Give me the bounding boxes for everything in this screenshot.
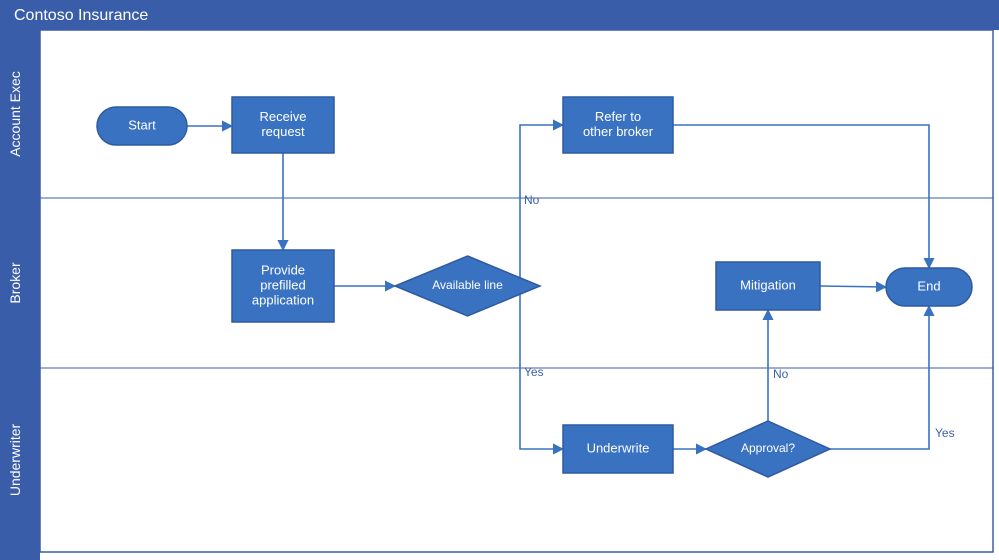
provide-text-0: Provide xyxy=(261,262,305,277)
receive-text-1: request xyxy=(261,124,305,139)
e-approval-end-label: Yes xyxy=(935,426,955,440)
node-start: Start xyxy=(97,107,187,145)
provide-text-1: prefilled xyxy=(260,277,306,292)
receive-text-0: Receive xyxy=(260,109,307,124)
mitigation-text-0: Mitigation xyxy=(740,277,796,292)
lane-label-broker: Broker xyxy=(7,262,23,304)
node-underwrite: Underwrite xyxy=(563,425,673,473)
node-approval: Approval? xyxy=(706,421,830,477)
lane-label-account-exec: Account Exec xyxy=(7,71,23,157)
provide-text-2: application xyxy=(252,292,314,307)
e-approval-mitigation-label: No xyxy=(773,367,789,381)
title-bar xyxy=(0,0,999,30)
e-refer-end xyxy=(673,125,929,268)
diagram-title: Contoso Insurance xyxy=(14,7,148,24)
refer-text-1: other broker xyxy=(583,124,654,139)
underwrite-text-0: Underwrite xyxy=(587,440,650,455)
node-mitigation: Mitigation xyxy=(716,262,820,310)
node-end: End xyxy=(886,268,972,306)
approval-text-0: Approval? xyxy=(741,441,795,455)
end-text-0: End xyxy=(917,278,940,293)
start-text-0: Start xyxy=(128,117,156,132)
refer-text-0: Refer to xyxy=(595,109,641,124)
e-available-underwrite-label: Yes xyxy=(524,365,544,379)
lane-label-underwriter: Underwriter xyxy=(7,423,23,496)
e-mitigation-end xyxy=(820,286,886,287)
node-receive: Receiverequest xyxy=(232,97,334,153)
node-provide: Provideprefilledapplication xyxy=(232,250,334,322)
node-refer: Refer toother broker xyxy=(563,97,673,153)
e-approval-end xyxy=(830,306,929,449)
e-available-refer-label: No xyxy=(524,193,540,207)
node-available: Available line xyxy=(395,256,540,316)
available-text-0: Available line xyxy=(432,278,503,292)
